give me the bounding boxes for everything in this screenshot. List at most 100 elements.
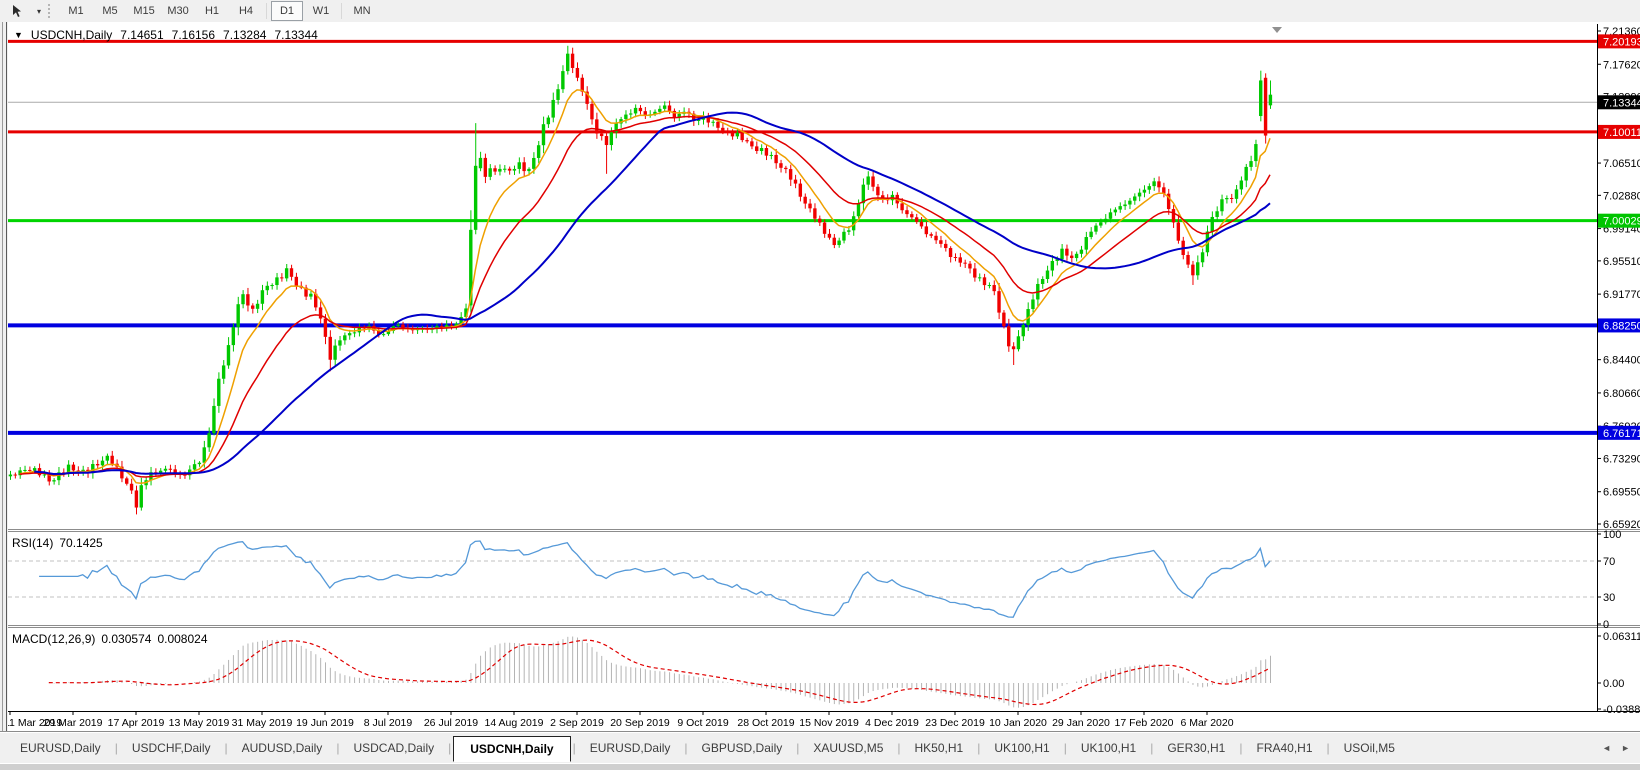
rsi-indicator-label: RSI(14) 70.1425 [12,536,103,550]
tab-separator: | [114,740,118,755]
chart-shift-marker-icon[interactable] [1272,27,1283,33]
svg-text:0.063113: 0.063113 [1603,631,1640,643]
timeframe-button-d1[interactable]: D1 [271,1,304,21]
ohlc-low: 7.13284 [223,28,267,42]
macd-signal-value: 0.008024 [157,632,208,646]
tab-fra40-h1[interactable]: FRA40,H1 [1256,740,1313,755]
timeframe-button-w1[interactable]: W1 [312,5,330,17]
crosshair-cursor-icon [7,2,27,20]
chart-title[interactable]: ▼ USDCNH,Daily 7.14651 7.16156 7.13284 7… [14,28,318,42]
tab-hk50-h1[interactable]: HK50,H1 [914,740,964,755]
svg-text:4 Dec 2019: 4 Dec 2019 [865,717,919,729]
timeframe-button-h4[interactable]: H4 [238,5,254,17]
svg-text:7.00029: 7.00029 [1603,216,1640,228]
macd-indicator-label: MACD(12,26,9) 0.030574 0.008024 [12,632,208,646]
tab-xauusd-m5[interactable]: XAUUSD,M5 [813,740,884,755]
chart-symbol-label: USDCNH,Daily [30,28,113,42]
timeframe-button-h1[interactable]: H1 [204,5,220,17]
tab-scroll-left-icon[interactable]: ◄ [1602,742,1612,753]
symbol-tab-bar: EURUSD,Daily | USDCHF,Daily | AUDUSD,Daily | U… [0,731,1640,763]
tab-scroll-right-icon[interactable]: ► [1621,742,1630,753]
moving-average-line-40 [34,111,1271,476]
tab-gbpusd-daily[interactable]: GBPUSD,Daily [701,740,783,755]
timeframe-button-m1[interactable]: M1 [68,5,84,17]
tab-separator: | [1239,740,1243,755]
svg-text:17 Feb 2020: 17 Feb 2020 [1115,717,1174,729]
timeframe-button-m15[interactable]: M15 [133,5,155,17]
rsi-value: 70.1425 [59,536,103,550]
tab-separator: | [897,740,901,755]
svg-text:26 Jul 2019: 26 Jul 2019 [424,717,478,729]
candles-layer [8,45,1273,515]
tab-eurusd-daily[interactable]: EURUSD,Daily [589,740,671,755]
timeframe-button-m30[interactable]: M30 [167,5,189,17]
chart-canvas[interactable]: 7.213607.176207.139907.102507.065107.028… [0,22,1640,731]
tab-uk100-h1[interactable]: UK100,H1 [994,740,1050,755]
svg-text:6.84400: 6.84400 [1603,355,1640,367]
timeframe-button-m5[interactable]: M5 [102,5,118,17]
macd-name: MACD(12,26,9) [12,632,96,646]
tab-usdchf-daily[interactable]: USDCHF,Daily [131,740,211,755]
tab-separator: | [224,740,228,755]
svg-text:10 Jan 2020: 10 Jan 2020 [989,717,1047,729]
svg-text:23 Dec 2019: 23 Dec 2019 [925,717,985,729]
svg-text:6.69550: 6.69550 [1603,487,1640,499]
chart-collapse-icon[interactable]: ▼ [14,30,23,40]
svg-text:-0.038872: -0.038872 [1603,704,1640,716]
svg-text:7.02880: 7.02880 [1603,190,1640,202]
svg-text:6.88250: 6.88250 [1603,320,1640,332]
tab-separator: | [1150,740,1154,755]
rsi-line [39,540,1271,618]
moving-average-line-8 [19,89,1271,485]
ohlc-open: 7.14651 [120,28,164,42]
tab-separator: | [796,740,800,755]
cursor-tool-button[interactable] [1,1,33,21]
window-bottom-edge [0,763,1640,770]
svg-text:70: 70 [1603,556,1615,568]
svg-text:6.65920: 6.65920 [1603,519,1640,531]
tab-separator: | [572,740,576,755]
tab-separator: | [684,740,688,755]
horizontal-level-lines[interactable] [8,39,1597,435]
svg-text:6 Mar 2020: 6 Mar 2020 [1180,717,1233,729]
rsi-panel [8,540,1597,618]
macd-signal-line [48,639,1271,706]
svg-text:17 Apr 2019: 17 Apr 2019 [108,717,165,729]
svg-text:6.80660: 6.80660 [1603,388,1640,400]
svg-text:29 Mar 2019: 29 Mar 2019 [44,717,103,729]
tab-usdcad-daily[interactable]: USDCAD,Daily [353,740,435,755]
moving-average-line-20 [19,115,1271,478]
svg-text:6.76171: 6.76171 [1603,428,1640,440]
toolbar-grip-handle[interactable] [48,4,53,18]
cursor-tool-dropdown-icon[interactable]: ▾ [37,6,42,16]
timeframe-button-mn[interactable]: MN [353,5,371,17]
svg-text:8 Jul 2019: 8 Jul 2019 [364,717,413,729]
svg-text:11 Mar 2019: 11 Mar 2019 [4,717,62,729]
svg-text:13 May 2019: 13 May 2019 [169,717,230,729]
svg-text:19 Jun 2019: 19 Jun 2019 [296,717,354,729]
svg-text:9 Oct 2019: 9 Oct 2019 [677,717,729,729]
chart-window: 7.213607.176207.139907.102507.065107.028… [0,22,1640,731]
svg-text:0.00: 0.00 [1603,678,1624,690]
svg-text:7.13344: 7.13344 [1603,97,1640,109]
ohlc-high: 7.16156 [171,28,216,42]
window-left-frame [0,22,8,731]
svg-text:30: 30 [1603,592,1615,604]
tab-ger30-h1[interactable]: GER30,H1 [1167,740,1226,755]
rsi-name: RSI(14) [12,536,54,550]
tab-scroll-arrows: ◄ ► [1602,743,1630,753]
svg-text:2 Sep 2019: 2 Sep 2019 [550,717,604,729]
tab-eurusd-daily[interactable]: EURUSD,Daily [20,740,101,755]
tab-separator: | [336,740,340,755]
top-toolbar: ▾ M1 M5 M15 M30 H1 H4 D1 W1 MN [0,0,1640,23]
svg-text:6.73290: 6.73290 [1603,453,1640,465]
tab-usoil-m5[interactable]: USOil,M5 [1343,740,1395,755]
tab-uk100-h1[interactable]: UK100,H1 [1080,740,1137,755]
macd-main-value: 0.030574 [101,632,152,646]
tab-usdcnh-daily[interactable]: USDCNH,Daily [453,735,571,762]
svg-text:31 May 2019: 31 May 2019 [232,717,293,729]
svg-text:28 Oct 2019: 28 Oct 2019 [737,717,794,729]
svg-text:20 Sep 2019: 20 Sep 2019 [610,717,670,729]
tab-audusd-daily[interactable]: AUDUSD,Daily [241,740,323,755]
